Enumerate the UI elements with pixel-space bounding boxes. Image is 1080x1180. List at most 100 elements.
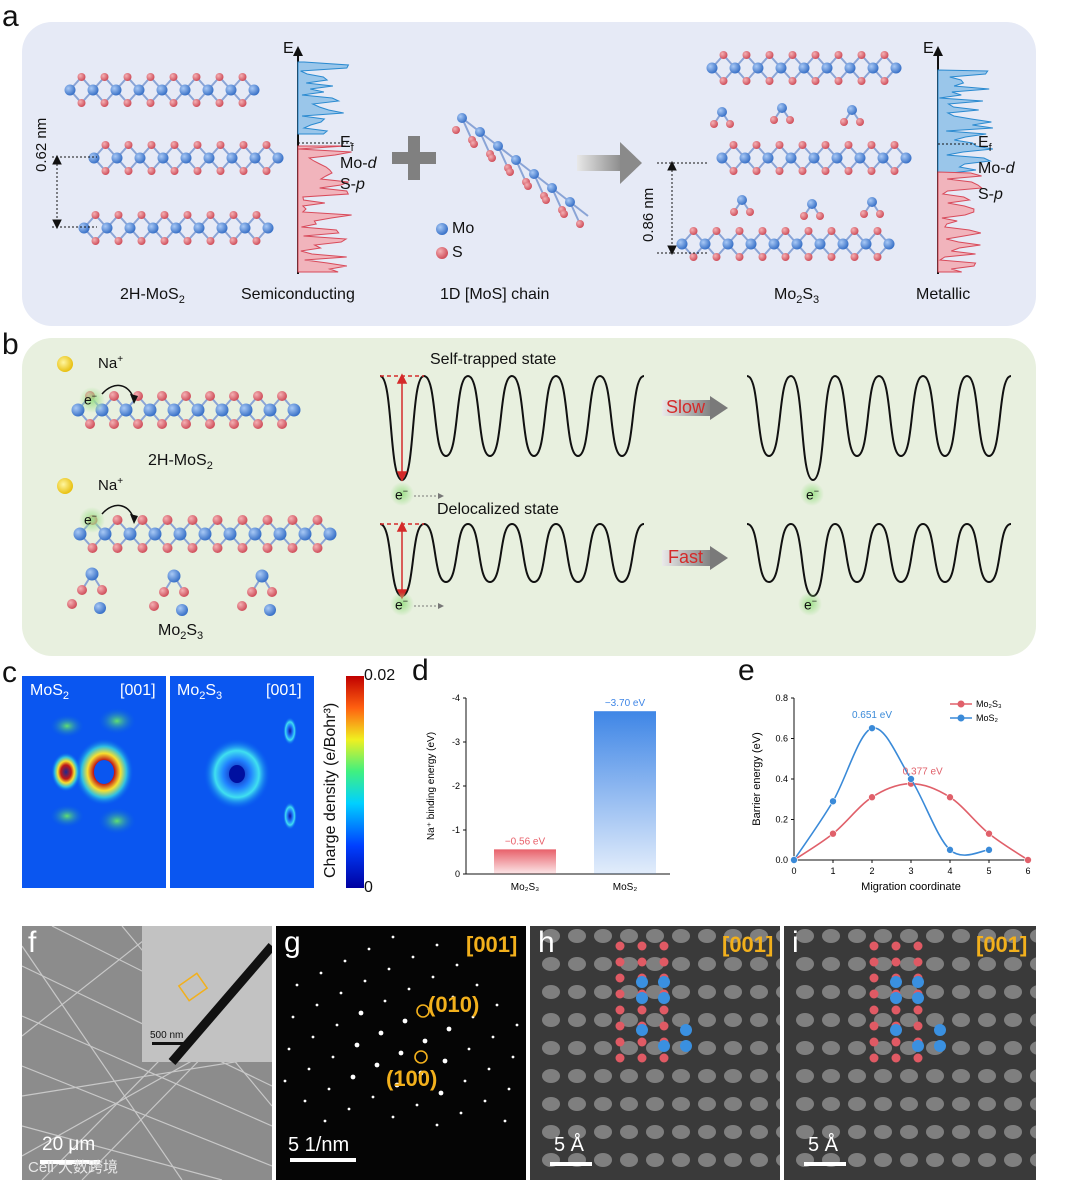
legend-label: MoS₂ (976, 713, 999, 723)
y-axis-label: Na⁺ binding energy (eV) (426, 732, 437, 840)
fast-label: Fast (668, 547, 704, 567)
data-point (790, 856, 798, 864)
data-label: −3.70 eV (605, 698, 646, 709)
map-left-zone: [001] (120, 682, 156, 699)
y-tick-label: 0 (455, 869, 460, 879)
y-tick-label: -1 (452, 825, 460, 835)
legend-label: Mo₂S₃ (976, 699, 1002, 709)
na-label-top: Na+ (98, 354, 124, 372)
data-point (946, 846, 954, 854)
annotation: 0.651 eV (852, 710, 892, 721)
electron-glow-icon (79, 507, 105, 533)
y-axis-label: Barrier energy (eV) (751, 732, 763, 826)
bar (494, 849, 556, 874)
x-tick-label: 2 (869, 866, 874, 876)
mo-legend-icon (436, 223, 448, 235)
electron-label: e− (84, 511, 98, 528)
y-tick-label: -4 (452, 693, 460, 703)
data-point (907, 775, 915, 783)
x-tick-label: 1 (830, 866, 835, 876)
spacing-left: 0.62 nm (33, 117, 50, 172)
haadf-image-h: [001] 5 Å (530, 926, 780, 1180)
data-point (985, 829, 993, 838)
x-tick-label: 6 (1025, 866, 1030, 876)
label-2h-mos2: 2H-MoS2 (120, 286, 185, 307)
panel-letter-f: f (28, 926, 37, 959)
y-tick-label: -2 (452, 781, 460, 791)
annotation: 0.377 eV (903, 767, 943, 778)
y-tick-label: -3 (452, 737, 460, 747)
panel-a-graphic (52, 46, 993, 274)
x-tick-label: MoS₂ (613, 882, 638, 893)
panel-letter-e: e (738, 654, 755, 687)
haadf-i-zone: [001] (976, 932, 1028, 957)
x-tick-label: 3 (908, 866, 913, 876)
electron-well-right-top: e− (806, 486, 820, 503)
x-tick-label: Mo₂S₃ (511, 882, 540, 893)
electron-well-top: e− (395, 486, 409, 503)
electron-well-bottom: e− (395, 596, 409, 613)
y-tick-label: 0.8 (775, 693, 788, 703)
watermark: Cell 大数跨境 (28, 1159, 119, 1176)
data-point (868, 724, 876, 732)
colorbar-min: 0 (364, 879, 373, 896)
legend-mo-label: Mo (452, 220, 475, 237)
label-mo2s3-a: Mo2S3 (774, 286, 820, 307)
colorbar-label: Charge density (e/Bohr³) (322, 702, 339, 878)
electron-glow-icon (79, 387, 105, 413)
panel-letter-c: c (2, 656, 17, 689)
data-point (868, 793, 876, 802)
colorbar-max: 0.02 (364, 667, 396, 684)
electron-well-right-bottom: e− (804, 596, 818, 613)
saed-scale: 5 1/nm (288, 1134, 350, 1156)
saed-zone: [001] (466, 932, 518, 957)
arrow-right-icon (577, 142, 642, 184)
spot-100: (100) (386, 1066, 438, 1091)
plus-icon (392, 136, 436, 180)
saed-pattern: [001] (010) (100) 5 1/nm (276, 926, 526, 1180)
sp-left: S-p (340, 176, 365, 193)
inset-scale: 500 nm (150, 1030, 184, 1041)
sem-scale: 20 μm (42, 1134, 96, 1155)
haadf-h-zone: [001] (722, 932, 774, 957)
delocalized-caption: Delocalized state (437, 501, 559, 518)
label-2h-mos2-b: 2H-MoS2 (148, 452, 213, 473)
legend-marker (957, 700, 965, 708)
panel-b-graphic (57, 356, 1012, 616)
panel-b-background (22, 338, 1036, 656)
haadf-image-i: [001] 5 Å (784, 926, 1036, 1180)
barrier-energy-chart: 0.0 0.2 0.4 0.6 0.8 0 1 2 3 4 5 6 Migration coordina… (751, 693, 1032, 893)
mos2-layers (64, 73, 284, 245)
legend-s-label: S (452, 244, 463, 261)
colorbar (346, 676, 364, 888)
panel-letter-g: g (284, 926, 301, 959)
data-point (829, 829, 837, 838)
charge-density-maps (22, 676, 364, 888)
bar (594, 711, 656, 874)
electron-label: e− (84, 391, 98, 408)
legend-marker (957, 714, 965, 722)
na-ion-icon (57, 356, 73, 372)
x-tick-label: 0 (791, 866, 796, 876)
panel-letter-b: b (2, 328, 19, 361)
y-tick-label: 0.6 (775, 734, 788, 744)
panel-letter-h: h (538, 926, 555, 959)
haadf-i-scale: 5 Å (808, 1134, 839, 1156)
haadf-h-scale: 5 Å (554, 1134, 585, 1156)
label-1d-chain: 1D [MoS] chain (440, 286, 550, 303)
sp-right: S-p (978, 186, 1003, 203)
series-line (793, 782, 1029, 861)
x-tick-label: 5 (986, 866, 991, 876)
x-axis-label: Migration coordinate (861, 881, 961, 893)
ef-left: Ef (340, 134, 354, 155)
na-ion-icon (57, 478, 73, 494)
y-tick-label: 0.0 (775, 855, 788, 865)
spot-010: (010) (428, 992, 480, 1017)
label-metallic: Metallic (916, 286, 971, 303)
mos-chain (452, 113, 589, 228)
spacing-marker-left (52, 154, 97, 230)
data-point (829, 797, 837, 806)
spacing-right: 0.86 nm (640, 187, 657, 242)
na-label-bottom: Na+ (98, 476, 124, 494)
slow-label: Slow (666, 397, 706, 417)
